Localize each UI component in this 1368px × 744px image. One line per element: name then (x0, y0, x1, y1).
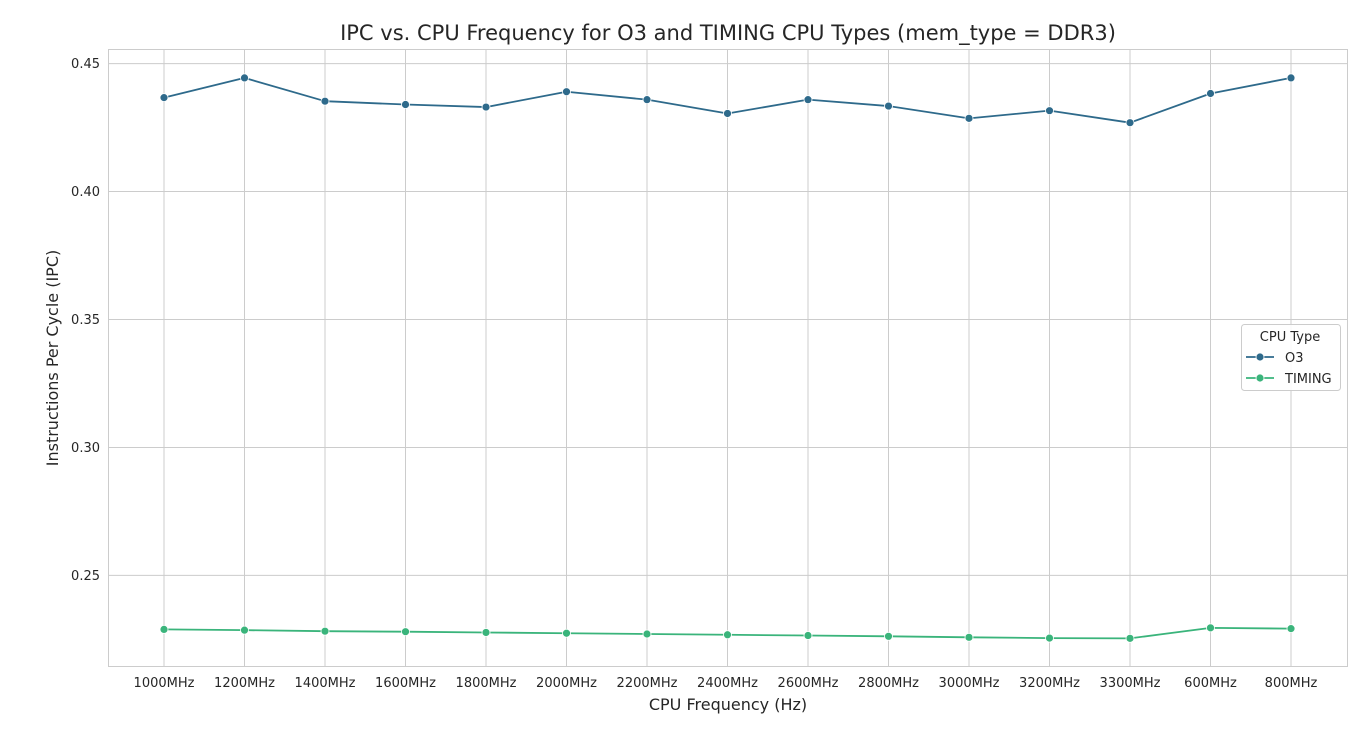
data-point (320, 96, 330, 106)
x-tick-label: 2400MHz (697, 676, 758, 691)
data-point (884, 631, 893, 641)
y-tick-label: 0.30 (71, 441, 100, 456)
x-tick-label: 2800MHz (858, 676, 919, 691)
x-tick-label: 2000MHz (536, 676, 597, 691)
legend-item-timing: TIMING (1246, 372, 1332, 387)
legend-marker (1255, 373, 1265, 383)
x-tick-label: 1400MHz (295, 676, 356, 691)
x-tick-label: 2200MHz (617, 676, 678, 691)
data-point (240, 625, 249, 635)
data-point (803, 95, 813, 105)
y-tick-label: 0.25 (71, 569, 100, 584)
data-point (1206, 623, 1215, 633)
series-o3 (159, 73, 1296, 128)
data-point (562, 87, 571, 97)
data-point (401, 100, 410, 109)
data-point (723, 109, 732, 118)
data-point (481, 628, 491, 637)
legend-label: O3 (1285, 351, 1304, 366)
data-point (1125, 633, 1135, 643)
y-tick-label: 0.40 (71, 185, 100, 200)
data-point (401, 627, 410, 637)
chart-title: IPC vs. CPU Frequency for O3 and TIMING … (340, 21, 1116, 46)
y-tick-labels: 0.25 0.30 0.35 0.40 0.45 (71, 57, 100, 584)
grid-lines (108, 49, 1348, 667)
data-point (1045, 106, 1054, 116)
x-tick-label: 1000MHz (134, 676, 195, 691)
x-tick-label: 2600MHz (778, 676, 839, 691)
data-point (964, 632, 974, 642)
x-tick-label: 3000MHz (939, 676, 1000, 691)
series-timing (159, 623, 1296, 643)
x-tick-label: 600MHz (1184, 676, 1237, 691)
y-axis-label: Instructions Per Cycle (IPC) (43, 250, 62, 466)
legend-label: TIMING (1284, 372, 1332, 387)
data-point (159, 624, 169, 634)
data-point (884, 101, 893, 111)
data-point (1286, 624, 1296, 634)
data-point (723, 630, 732, 640)
x-tick-label: 1200MHz (214, 676, 275, 691)
data-point (240, 73, 249, 83)
legend-marker (1255, 352, 1265, 362)
y-tick-label: 0.35 (71, 313, 100, 328)
x-tick-labels: 1000MHz 1200MHz 1400MHz 1600MHz 1800MHz 2000M… (134, 676, 1318, 691)
x-tick-label: 3300MHz (1100, 676, 1161, 691)
series-layer (159, 73, 1296, 643)
data-point (159, 93, 169, 103)
x-tick-label: 3200MHz (1019, 676, 1080, 691)
y-tick-label: 0.45 (71, 57, 100, 72)
data-point (1125, 118, 1135, 128)
legend-items: O3 TIMING (1246, 351, 1332, 387)
x-tick-label: 1800MHz (456, 676, 517, 691)
data-point (803, 631, 813, 640)
legend-item-o3: O3 (1246, 351, 1304, 366)
x-tick-label: 1600MHz (375, 676, 436, 691)
legend: CPU Type O3 TIMING (1241, 324, 1341, 391)
data-point (562, 628, 571, 638)
x-axis-label: CPU Frequency (Hz) (649, 695, 807, 714)
plot-frame (108, 49, 1348, 667)
legend-title: CPU Type (1260, 330, 1320, 345)
data-point (642, 629, 652, 639)
data-point (1045, 633, 1054, 643)
data-point (481, 102, 491, 112)
x-tick-label: 800MHz (1265, 676, 1318, 691)
legend-box (1241, 324, 1341, 391)
data-point (1286, 73, 1296, 83)
data-point (320, 626, 330, 636)
data-point (1206, 89, 1215, 98)
data-point (964, 113, 974, 123)
data-point (642, 95, 652, 105)
